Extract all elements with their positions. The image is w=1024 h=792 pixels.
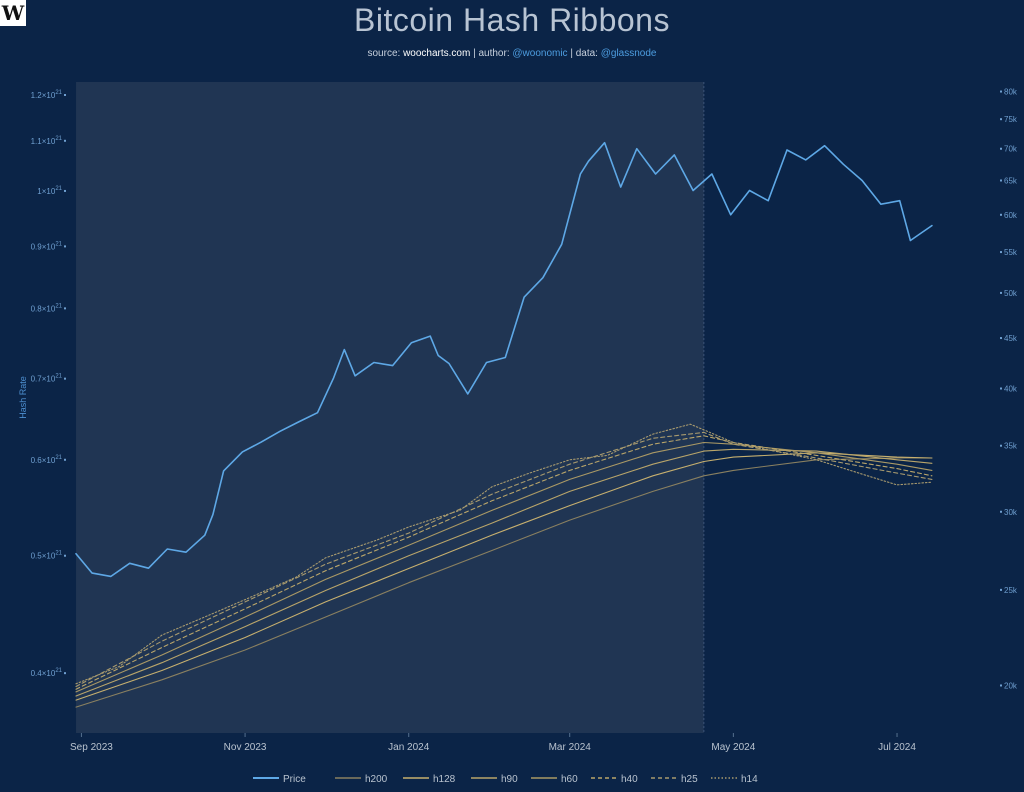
right-tick-label-3: 35k — [1004, 442, 1018, 451]
left-tick-exponent-5: 21 — [55, 241, 62, 247]
right-tick-label-0: 20k — [1004, 681, 1018, 690]
legend-label-h14: h14 — [741, 774, 758, 785]
source-label: source: — [367, 48, 401, 59]
chart-subtitle: source: woocharts.com | author: @woonomi… — [0, 48, 1024, 59]
right-axis-ticks: 20k 25k 30k 35k 40k 45k 50k 55k 60k 65k 70k 75k 80k — [1000, 88, 1018, 690]
woocharts-logo: W — [0, 0, 26, 26]
right-tick-mark-12 — [1000, 90, 1002, 93]
right-tick-label-4: 40k — [1004, 385, 1018, 394]
left-tick-label-0: 0.4×1021 — [31, 668, 63, 678]
right-tick-mark-1 — [1000, 588, 1002, 591]
x-tick-label-1: Nov 2023 — [224, 742, 267, 753]
left-tick-exponent-3: 21 — [55, 374, 62, 380]
left-tick-label-6: 1×1021 — [37, 186, 62, 196]
legend-label-h200: h200 — [365, 774, 388, 785]
series-line-h200 — [75, 457, 933, 708]
legend-label-h25: h25 — [681, 774, 698, 785]
left-tick-mark-5 — [64, 245, 66, 248]
right-tick-label-5: 45k — [1004, 334, 1018, 343]
series-line-h90 — [75, 448, 933, 697]
left-tick-exponent-7: 21 — [55, 136, 62, 142]
left-tick-exponent-6: 21 — [55, 186, 62, 192]
left-axis-ticks: 0.4×1021 0.5×1021 0.6×1021 0.7×1021 0.8×1021… — [31, 90, 66, 678]
left-tick-mark-4 — [64, 307, 66, 310]
series-line-h14 — [75, 423, 933, 685]
right-tick-mark-3 — [1000, 444, 1002, 447]
legend-label-price: Price — [283, 774, 306, 785]
x-tick-label-5: Jul 2024 — [878, 742, 916, 753]
left-tick-mark-1 — [64, 554, 66, 557]
left-tick-label-7: 1.1×1021 — [31, 136, 63, 146]
left-axis-title: Hash Rate — [18, 376, 28, 419]
right-tick-label-10: 70k — [1004, 145, 1018, 154]
shaded-region — [76, 82, 704, 733]
right-tick-label-6: 50k — [1004, 289, 1018, 298]
right-tick-mark-2 — [1000, 510, 1002, 513]
data-source-link[interactable]: @glassnode — [600, 48, 657, 59]
series-line-h25 — [75, 431, 933, 688]
author-link[interactable]: @woonomic — [512, 48, 568, 59]
series-line-h40 — [75, 435, 933, 690]
left-tick-mark-0 — [64, 672, 66, 675]
data-label: | data: — [570, 48, 598, 59]
source-value[interactable]: woocharts.com — [403, 48, 471, 59]
right-tick-label-12: 80k — [1004, 88, 1018, 97]
x-tick-label-4: May 2024 — [711, 742, 755, 753]
left-tick-label-5: 0.9×1021 — [31, 241, 63, 251]
right-tick-mark-0 — [1000, 684, 1002, 687]
right-tick-mark-11 — [1000, 118, 1002, 121]
left-tick-mark-8 — [64, 93, 66, 96]
legend-label-h40: h40 — [621, 774, 638, 785]
left-tick-exponent-4: 21 — [55, 303, 62, 309]
legend-label-h60: h60 — [561, 774, 578, 785]
left-tick-exponent-8: 21 — [55, 90, 62, 96]
legend[interactable]: Price h200 h128 h90 h60 h40 h25 h14 — [253, 774, 758, 785]
x-tick-label-2: Jan 2024 — [388, 742, 430, 753]
left-tick-label-8: 1.2×1021 — [31, 90, 63, 100]
series-lines — [75, 141, 933, 708]
right-tick-mark-6 — [1000, 291, 1002, 294]
x-tick-label-0: Sep 2023 — [70, 742, 113, 753]
right-tick-mark-8 — [1000, 213, 1002, 216]
right-tick-mark-7 — [1000, 251, 1002, 254]
x-tick-label-3: Mar 2024 — [549, 742, 592, 753]
left-tick-label-1: 0.5×1021 — [31, 551, 63, 561]
chart-title: Bitcoin Hash Ribbons — [354, 2, 670, 38]
left-tick-exponent-0: 21 — [55, 668, 62, 674]
left-tick-label-4: 0.8×1021 — [31, 303, 63, 313]
right-tick-label-1: 25k — [1004, 586, 1018, 595]
x-axis-ticks: Sep 2023 Nov 2023 Jan 2024 Mar 2024 May 2024… — [70, 733, 916, 753]
right-tick-label-2: 30k — [1004, 508, 1018, 517]
series-line-h60 — [75, 441, 933, 693]
right-tick-mark-10 — [1000, 147, 1002, 150]
author-label: | author: — [473, 48, 510, 59]
right-tick-mark-9 — [1000, 179, 1002, 182]
right-tick-label-11: 75k — [1004, 115, 1018, 124]
right-tick-label-8: 60k — [1004, 211, 1018, 220]
legend-label-h128: h128 — [433, 774, 456, 785]
left-tick-mark-2 — [64, 458, 66, 461]
right-tick-label-7: 55k — [1004, 248, 1018, 257]
left-tick-mark-3 — [64, 377, 66, 380]
right-tick-label-9: 65k — [1004, 176, 1018, 185]
left-tick-exponent-1: 21 — [55, 551, 62, 557]
series-line-price — [75, 141, 933, 578]
left-tick-label-3: 0.7×1021 — [31, 374, 63, 384]
left-tick-mark-6 — [64, 189, 66, 192]
legend-label-h90: h90 — [501, 774, 518, 785]
right-tick-mark-4 — [1000, 387, 1002, 390]
left-tick-exponent-2: 21 — [55, 455, 62, 461]
left-tick-label-2: 0.6×1021 — [31, 455, 63, 465]
right-tick-mark-5 — [1000, 337, 1002, 340]
left-tick-mark-7 — [64, 139, 66, 142]
